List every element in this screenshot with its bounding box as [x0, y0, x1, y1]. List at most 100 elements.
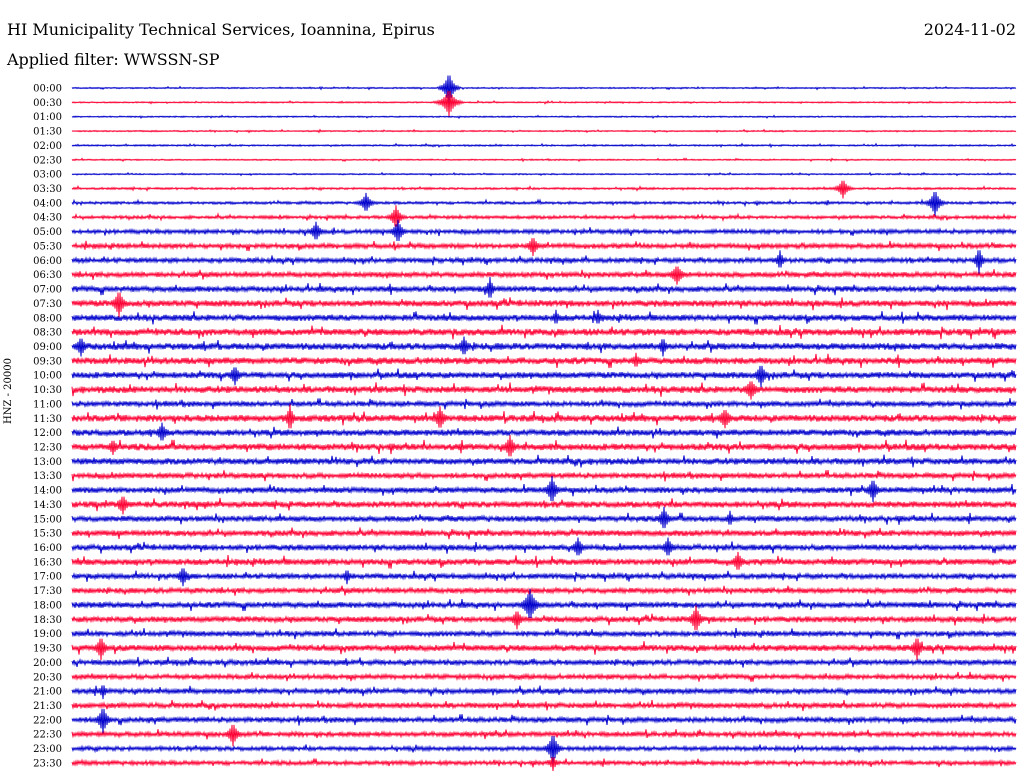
- trace-line: [71, 476, 1017, 503]
- time-label: 18:30: [33, 615, 62, 626]
- trace-line: [71, 114, 1017, 120]
- time-label: 01:30: [33, 127, 62, 138]
- time-label: 20:00: [33, 658, 62, 669]
- time-label: 16:00: [33, 543, 62, 554]
- trace-line: [71, 527, 1017, 540]
- trace-line: [71, 205, 1017, 227]
- time-label: 17:00: [33, 572, 62, 583]
- trace-line: [71, 180, 1017, 199]
- trace-line: [71, 381, 1017, 400]
- trace-line: [71, 585, 1017, 596]
- trace-line: [71, 496, 1017, 515]
- time-label: 23:00: [33, 744, 62, 755]
- time-label: 14:30: [33, 500, 62, 511]
- time-label: 22:00: [33, 715, 62, 726]
- trace-line: [71, 551, 1017, 570]
- time-label: 04:00: [33, 198, 62, 209]
- trace-line: [71, 277, 1017, 298]
- time-label: 19:30: [33, 644, 62, 655]
- trace-line: [71, 454, 1017, 468]
- time-label: 10:30: [33, 385, 62, 396]
- time-label: 17:30: [33, 586, 62, 597]
- filter-label: Applied filter: WWSSN-SP: [7, 50, 220, 69]
- trace-line: [71, 309, 1017, 325]
- trace-line: [71, 588, 1017, 619]
- trace-line: [71, 336, 1017, 357]
- time-label: 09:30: [33, 356, 62, 367]
- time-label: 16:30: [33, 557, 62, 568]
- time-label: 12:00: [33, 428, 62, 439]
- time-label: 02:30: [33, 155, 62, 166]
- trace-line: [71, 191, 1017, 217]
- trace-line: [71, 365, 1017, 388]
- record-date: 2024-11-02: [923, 20, 1016, 39]
- time-label: 06:00: [33, 256, 62, 267]
- trace-line: [71, 708, 1017, 734]
- trace-line: [71, 238, 1017, 256]
- trace-line: [71, 736, 1017, 765]
- trace-line: [71, 568, 1017, 587]
- trace-line: [71, 324, 1017, 340]
- time-label: 15:30: [33, 529, 62, 540]
- trace-line: [71, 506, 1017, 529]
- trace-line: [71, 656, 1017, 668]
- time-label: 21:00: [33, 687, 62, 698]
- time-label: 05:00: [33, 227, 62, 238]
- station-title: HI Municipality Technical Services, Ioan…: [7, 20, 435, 39]
- time-label: 07:30: [33, 299, 62, 310]
- trace-line: [71, 699, 1017, 712]
- trace-line: [71, 404, 1017, 429]
- time-label: 14:00: [33, 486, 62, 497]
- time-label: 05:30: [33, 241, 62, 252]
- time-label: 21:30: [33, 701, 62, 712]
- time-label: 04:30: [33, 213, 62, 224]
- time-label: 06:30: [33, 270, 62, 281]
- time-label: 15:00: [33, 514, 62, 525]
- time-label: 00:30: [33, 98, 62, 109]
- trace-line: [71, 605, 1017, 631]
- trace-line: [71, 128, 1017, 134]
- trace-line: [71, 219, 1017, 241]
- trace-line: [71, 266, 1017, 285]
- time-label: 08:30: [33, 328, 62, 339]
- time-label: 02:00: [33, 141, 62, 152]
- trace-line: [71, 142, 1017, 149]
- time-label: 12:30: [33, 443, 62, 454]
- time-label: 23:30: [33, 758, 62, 769]
- trace-line: [71, 250, 1017, 275]
- trace-line: [71, 398, 1017, 410]
- trace-line: [71, 537, 1017, 556]
- time-label: 18:00: [33, 600, 62, 611]
- time-label: 10:00: [33, 371, 62, 382]
- time-label: 00:00: [33, 84, 62, 95]
- trace-line: [71, 685, 1017, 700]
- time-label: 19:00: [33, 629, 62, 640]
- trace-line: [71, 157, 1017, 163]
- time-label: 09:00: [33, 342, 62, 353]
- time-label: 03:30: [33, 184, 62, 195]
- trace-line: [71, 638, 1017, 661]
- time-label: 13:00: [33, 457, 62, 468]
- trace-line: [71, 470, 1017, 482]
- time-label: 08:00: [33, 313, 62, 324]
- time-label: 22:30: [33, 730, 62, 741]
- trace-line: [71, 171, 1017, 177]
- trace-line: [71, 422, 1017, 441]
- time-label: 07:00: [33, 285, 62, 296]
- trace-line: [71, 434, 1017, 457]
- time-label: 11:00: [33, 399, 62, 410]
- trace-line: [71, 757, 1017, 771]
- trace-line: [71, 671, 1017, 682]
- trace-line: [71, 724, 1017, 747]
- time-label: 11:30: [33, 414, 62, 425]
- trace-line: [71, 352, 1017, 369]
- time-label: 01:00: [33, 112, 62, 123]
- time-label: 13:30: [33, 471, 62, 482]
- time-label: 20:30: [33, 672, 62, 683]
- trace-line: [71, 75, 1017, 105]
- trace-line: [71, 627, 1017, 640]
- trace-line: [71, 292, 1017, 318]
- trace-line: [71, 90, 1017, 117]
- time-label: 03:00: [33, 170, 62, 181]
